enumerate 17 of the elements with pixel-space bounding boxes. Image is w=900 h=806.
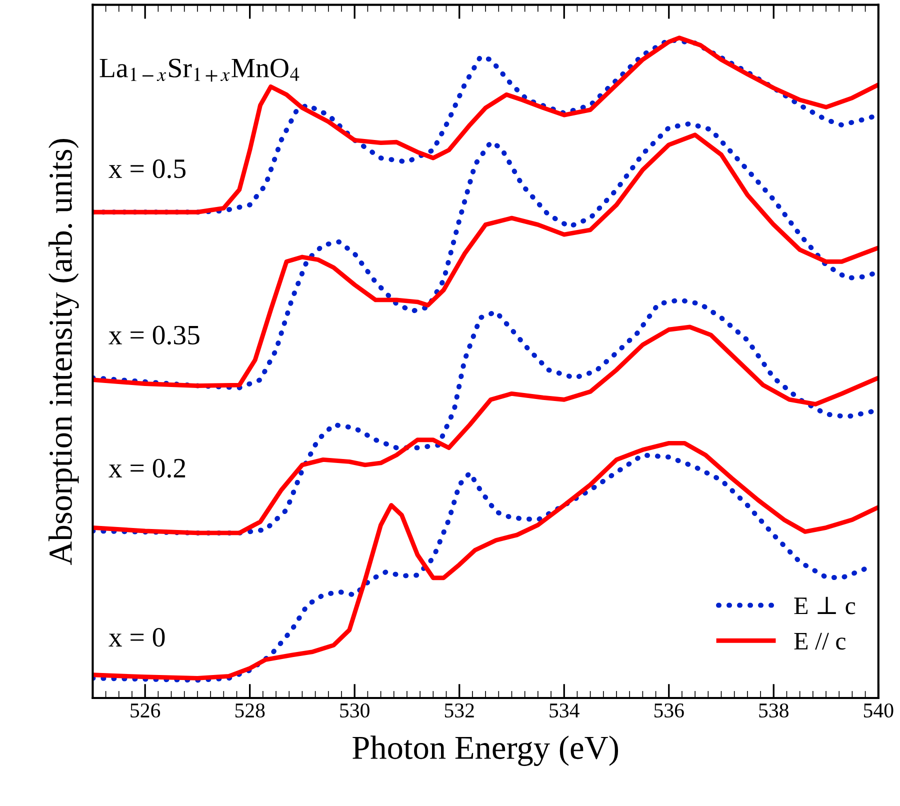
x-tick-label: 532 [444, 704, 474, 718]
annotation: x = 0 [108, 628, 165, 647]
legend-label: E // c [794, 632, 846, 650]
annotation: La$_{1−x}$Sr$_{1+x}$MnO$_{4}$ [100, 58, 300, 82]
x-tick-label: 536 [654, 704, 684, 718]
x-tick-label: 526 [130, 704, 160, 718]
y-axis-title: Absorption intensity (arb. units) [48, 139, 79, 565]
x-tick-label: 540 [864, 703, 894, 718]
annotation: x = 0.35 [108, 326, 200, 345]
annotation: x = 0.5 [108, 159, 186, 178]
x-tick-label: 534 [550, 704, 580, 718]
x-tick-label: 528 [235, 703, 265, 718]
x-tick-label: 530 [340, 703, 370, 718]
legend-label: E ⊥ c [794, 596, 856, 614]
x-tick-label: 538 [759, 703, 788, 718]
x-axis-title: Photon Energy (eV) [352, 736, 618, 766]
annotation: x = 0.2 [108, 458, 186, 478]
